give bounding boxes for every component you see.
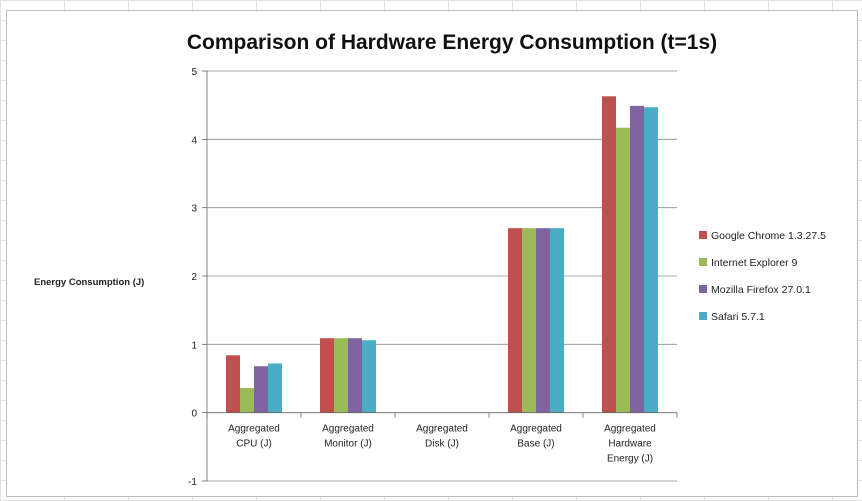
bar	[254, 366, 268, 413]
bar	[240, 388, 254, 413]
bar	[522, 228, 536, 413]
bar	[630, 105, 644, 413]
energy-bar-chart: Comparison of Hardware Energy Consumptio…	[34, 31, 826, 488]
bar	[268, 363, 282, 413]
bars	[226, 96, 658, 413]
y-tick-label: -1	[188, 477, 197, 488]
legend-swatch	[699, 258, 707, 266]
legend-swatch	[699, 231, 707, 239]
bar	[362, 340, 376, 413]
bar	[602, 96, 616, 413]
chart-title: Comparison of Hardware Energy Consumptio…	[187, 31, 717, 54]
bar	[320, 338, 334, 413]
y-tick-label: 1	[191, 340, 197, 351]
legend-entry: Google Chrome 1.3.27.5	[711, 230, 826, 242]
y-tick-label: 5	[191, 67, 197, 78]
x-tick-label: Aggregated Monitor (J)	[322, 424, 374, 450]
x-tick-label: Aggregated Hardware Energy (J)	[604, 424, 656, 465]
legend-entry: Internet Explorer 9	[711, 257, 798, 269]
bar	[334, 338, 348, 413]
y-tick-label: 4	[191, 135, 197, 146]
bar	[348, 338, 362, 413]
legend[interactable]: Google Chrome 1.3.27.5 Internet Explorer …	[699, 230, 826, 323]
bar	[226, 355, 240, 413]
y-tick-label: 2	[191, 272, 197, 283]
y-tick-labels: -1 0 1 2 3 4 5	[188, 67, 197, 488]
axes	[202, 70, 678, 482]
bar	[644, 107, 658, 413]
x-tick-label: Aggregated Base (J)	[510, 424, 562, 450]
bar	[550, 228, 564, 413]
gridlines	[207, 70, 677, 482]
legend-swatch	[699, 285, 707, 293]
chart-area[interactable]: Comparison of Hardware Energy Consumptio…	[6, 10, 858, 497]
y-tick-label: 0	[191, 409, 197, 420]
legend-swatch	[699, 312, 707, 320]
x-tick-label: Aggregated CPU (J)	[228, 424, 280, 450]
legend-entry: Mozilla Firefox 27.0.1	[711, 284, 811, 296]
y-axis-label: Energy Consumption (J)	[34, 277, 144, 288]
y-tick-label: 3	[191, 204, 197, 215]
bar	[536, 228, 550, 413]
legend-entry: Safari 5.7.1	[711, 311, 765, 323]
bar	[616, 127, 630, 413]
x-tick-label: Aggregated Disk (J)	[416, 424, 468, 450]
x-tick-labels: Aggregated CPU (J) Aggregated Monitor (J) Ag…	[228, 424, 656, 465]
bar	[508, 228, 522, 413]
